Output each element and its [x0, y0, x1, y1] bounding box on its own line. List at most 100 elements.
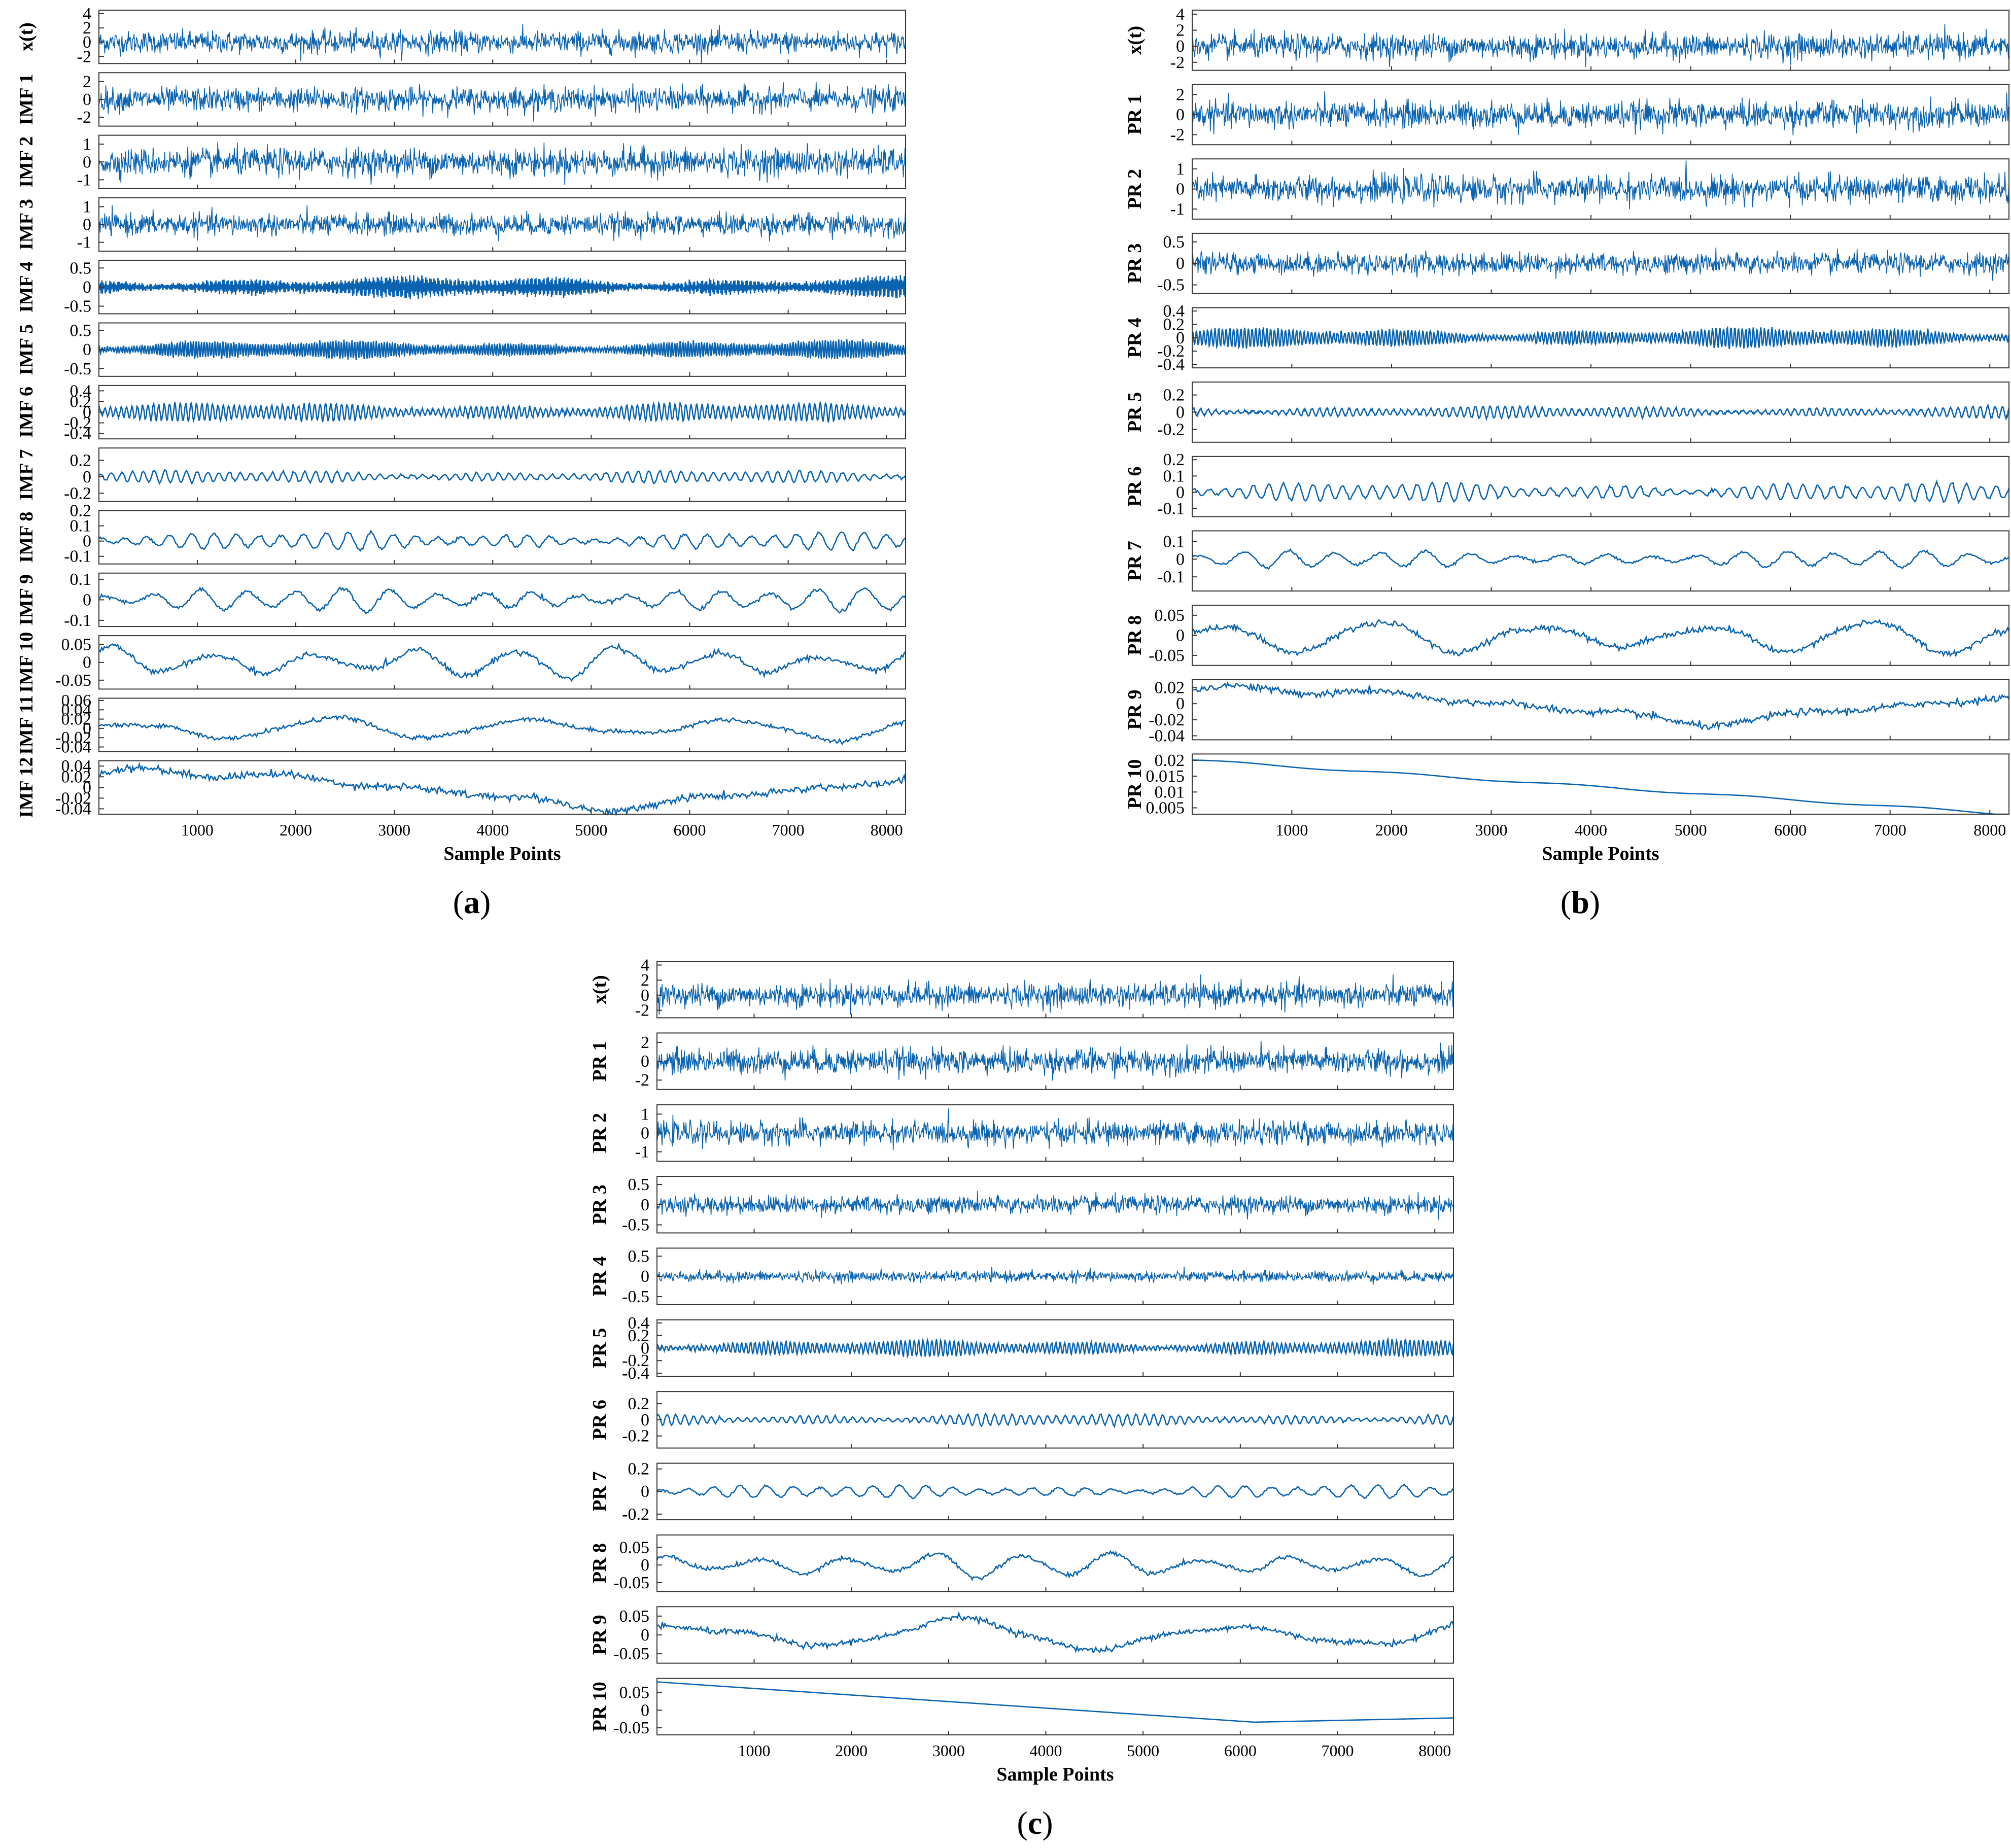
- subplot-a-imf-6: IMF 6 0.40.20-0.2-0.4: [16, 381, 907, 443]
- subplot-c-pr-7: PR 7 0.2 0 -0.2: [589, 1460, 1454, 1524]
- y-tick-label: 1: [83, 135, 91, 154]
- axes-box: [1192, 753, 2009, 815]
- y-tick-label: 0.1: [70, 517, 92, 536]
- y-tick-label: 0.1: [1163, 532, 1185, 551]
- y-tick-label: -0.5: [64, 360, 91, 378]
- y-tick-label: 0: [1176, 37, 1185, 56]
- y-axis-label: IMF 8: [16, 512, 37, 563]
- y-tick-label: 4: [83, 5, 91, 23]
- x-tick-label: 1000: [181, 821, 214, 839]
- axes-box: [1192, 381, 2009, 443]
- y-axis-label: IMF 11: [16, 695, 37, 755]
- y-tick-label: 0.4: [628, 1314, 650, 1333]
- y-tick-label: 0.02: [1155, 751, 1185, 770]
- y-tick-label: 0: [83, 153, 91, 171]
- y-tick-label: -0.05: [613, 1719, 649, 1737]
- series-line-c-pr-5: [656, 1336, 1454, 1359]
- y-tick-label: 0.05: [61, 636, 92, 654]
- y-axis-label: IMF 9: [16, 574, 37, 625]
- x-tick-label: 7000: [772, 821, 805, 839]
- y-tick-label: -0.1: [1157, 568, 1185, 586]
- series-line-c-pr-7: [656, 1483, 1454, 1500]
- y-axis-label: IMF 1: [16, 74, 37, 125]
- y-tick-label: 0: [1176, 403, 1185, 422]
- y-tick-label: 0: [641, 1556, 649, 1575]
- series-line-b-pr-2: [1192, 160, 2009, 210]
- series-line-b-pr-6: [1192, 479, 2010, 504]
- axes-box: [98, 635, 906, 690]
- x-axis-label: Sample Points: [1542, 843, 1659, 864]
- y-tick-label: -0.02: [55, 789, 91, 808]
- y-axis-label: PR 5: [589, 1328, 610, 1368]
- series-line-c-pr-6: [656, 1412, 1454, 1428]
- y-tick-label: 0.2: [70, 392, 92, 411]
- y-tick-label: -0.5: [622, 1216, 649, 1235]
- y-tick-label: -0.02: [1149, 711, 1185, 729]
- y-tick-label: 0.5: [628, 1175, 650, 1194]
- y-tick-label: 0: [83, 653, 91, 672]
- y-tick-label: -2: [1170, 53, 1185, 72]
- axes-box: [656, 961, 1454, 1019]
- axes-box: [98, 447, 906, 502]
- y-tick-label: 0: [83, 532, 91, 551]
- y-axis-label: x(t): [16, 22, 37, 51]
- series-line-a-imf-4: [98, 275, 907, 299]
- subplot-c-pr-8: PR 8 0.050-0.05: [589, 1534, 1454, 1592]
- subplot-b-pr-1: PR 1 2 0 -2: [1124, 84, 2009, 146]
- x-tick-label: 8000: [871, 821, 903, 839]
- y-tick-label: -0.5: [64, 297, 91, 316]
- subplot-b-pr-4: PR 4 0.40.20-0.2-0.4: [1124, 302, 2010, 374]
- subplot-a-imf-2: IMF 2 10-1: [16, 134, 906, 189]
- y-tick-label: 0: [641, 1482, 649, 1501]
- series-line-a-imf-11: [98, 714, 906, 746]
- x-tick-label: 6000: [1224, 1741, 1257, 1760]
- y-tick-label: -0.05: [613, 1645, 649, 1663]
- y-tick-label: 0: [83, 590, 91, 609]
- y-tick-label: 0.2: [628, 1327, 650, 1345]
- subplot-b-pr-3: PR 3 0.5 0 -0.5: [1124, 233, 2009, 295]
- x-tick-label: 7000: [1874, 821, 1906, 839]
- x-tick-label: 7000: [1322, 1741, 1354, 1760]
- axes-box: [1192, 84, 2009, 146]
- y-tick-label: 4: [641, 956, 649, 974]
- subplot-b-pr-7: PR 7 0.10-0.1: [1124, 530, 2009, 592]
- y-tick-label: -0.2: [1157, 420, 1185, 439]
- y-tick-label: 0.5: [628, 1247, 650, 1266]
- subplot-c-pr-1: PR 1 20-2: [589, 1032, 1454, 1090]
- x-tick-label: 2000: [835, 1741, 868, 1760]
- y-tick-label: 0.2: [1163, 386, 1185, 405]
- y-axis-label: PR 1: [1124, 94, 1146, 134]
- y-tick-label: 0.4: [1163, 302, 1185, 321]
- series-line-c-pr-3: [656, 1191, 1454, 1220]
- x-tick-label: 8000: [1418, 1741, 1451, 1760]
- series-line-c-pr-4: [656, 1267, 1454, 1285]
- y-tick-label: -1: [77, 233, 91, 252]
- y-tick-label: 0.1: [1163, 467, 1185, 485]
- y-tick-label: 2: [83, 73, 91, 91]
- y-tick-label: 0: [83, 719, 91, 738]
- series-line-c-pr-8: [656, 1550, 1454, 1581]
- y-axis-label: PR 8: [589, 1543, 610, 1583]
- subplot-b-pr-2: PR 2 10-1: [1124, 158, 2009, 220]
- axes-box: [1192, 605, 2009, 666]
- axes-box: [98, 10, 906, 64]
- x-tick-label: 5000: [1127, 1741, 1159, 1760]
- y-tick-label: 0.02: [61, 710, 92, 729]
- y-tick-label: 0.5: [1163, 233, 1185, 252]
- y-tick-label: 0: [83, 403, 91, 422]
- series-line-a-imf-3: [98, 205, 906, 241]
- y-axis-label: x(t): [1124, 26, 1146, 55]
- y-tick-label: 0.1: [70, 570, 92, 589]
- y-tick-label: 0.04: [61, 701, 92, 719]
- subplot-b-pr-8: PR 8 0.050-0.05: [1124, 605, 2010, 666]
- y-axis-label: IMF 4: [16, 261, 37, 312]
- x-tick-label: 3000: [1475, 821, 1507, 839]
- y-axis-label: PR 4: [1124, 318, 1146, 358]
- axes-box: [1192, 679, 2009, 741]
- subplot-a-imf-7: IMF 7 0.20-0.2: [16, 447, 907, 503]
- y-tick-label: -0.2: [64, 414, 91, 433]
- y-axis-label: PR 10: [589, 1682, 610, 1731]
- series-line-a-imf-12: [98, 761, 907, 817]
